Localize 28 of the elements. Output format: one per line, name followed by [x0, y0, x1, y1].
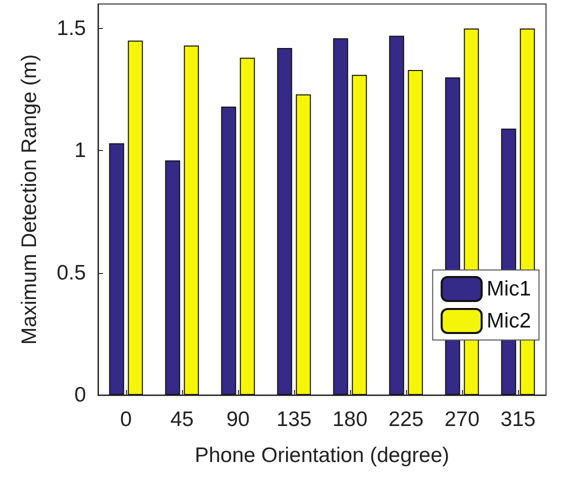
y-axis-title: Maximum Detection Range (m): [18, 54, 41, 345]
bar: [109, 143, 124, 395]
x-tick-label: 180: [332, 408, 368, 431]
bar: [184, 46, 199, 395]
bar: [389, 36, 404, 395]
bar: [240, 58, 255, 395]
x-tick-label: 135: [276, 408, 312, 431]
bar: [408, 70, 423, 395]
bar: [296, 94, 311, 395]
bar: [277, 48, 292, 395]
x-axis-title: Phone Orientation (degree): [194, 444, 450, 467]
bar: [221, 106, 236, 395]
x-tick-label: 90: [226, 408, 250, 431]
x-tick-label: 45: [170, 408, 194, 431]
y-tick-label: 1.5: [56, 16, 86, 40]
y-tick-label: 1: [74, 139, 86, 162]
bar: [165, 160, 180, 395]
x-tick-label: 270: [444, 408, 480, 431]
legend-label: Mic2: [486, 310, 532, 332]
x-tick-label: 315: [500, 408, 536, 431]
x-tick-label: 225: [388, 408, 424, 431]
bar: [128, 40, 143, 395]
bar: [333, 38, 348, 395]
y-tick-label: 0.5: [56, 261, 86, 284]
y-tick-label: 0: [74, 384, 86, 406]
legend-label: Mic1: [486, 278, 532, 300]
bar: [352, 74, 367, 395]
x-tick-label: 0: [120, 408, 132, 431]
